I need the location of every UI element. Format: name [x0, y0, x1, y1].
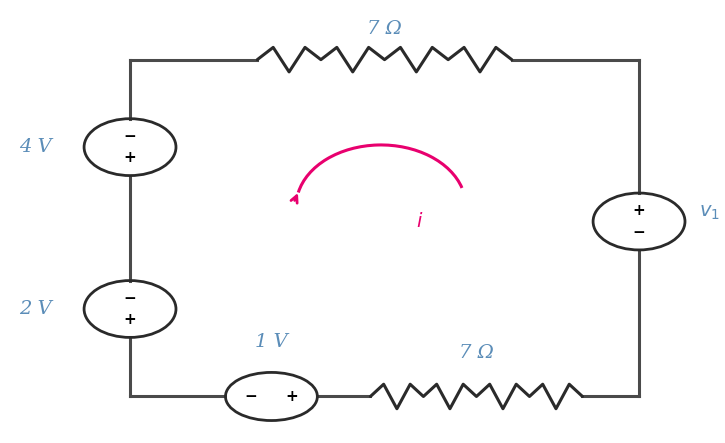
Text: −: − — [124, 291, 136, 306]
Text: $v_1$: $v_1$ — [699, 204, 720, 222]
Text: +: + — [633, 203, 645, 218]
Text: +: + — [124, 312, 136, 327]
Text: 7 Ω: 7 Ω — [367, 20, 402, 38]
Text: 2 V: 2 V — [20, 300, 52, 318]
Text: $i$: $i$ — [416, 212, 423, 231]
Text: +: + — [124, 151, 136, 165]
Text: 7 Ω: 7 Ω — [459, 344, 494, 362]
Text: −: − — [124, 129, 136, 144]
Text: −: − — [244, 389, 257, 404]
Text: 1 V: 1 V — [255, 333, 288, 351]
Text: −: − — [633, 225, 645, 240]
Text: +: + — [286, 389, 299, 404]
Text: 4 V: 4 V — [20, 138, 52, 156]
